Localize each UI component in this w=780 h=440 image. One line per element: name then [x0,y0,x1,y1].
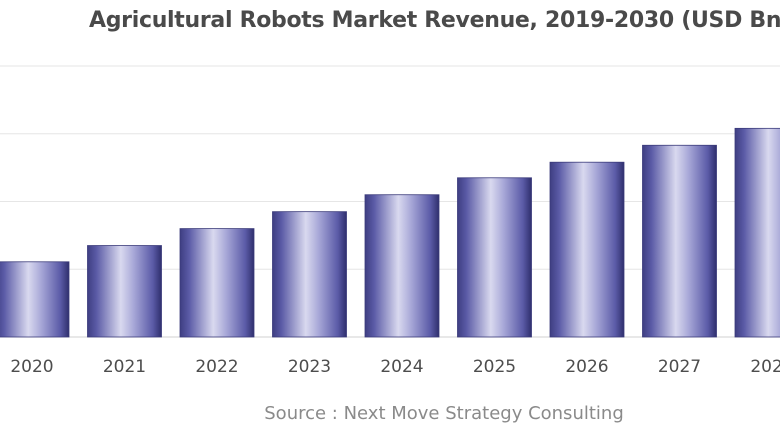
x-tick-2028: 2028 [750,357,780,377]
x-tick-2026: 2026 [565,357,608,377]
bar-2021 [87,245,162,338]
bar-2026 [549,161,625,338]
bar-2022 [179,228,255,338]
x-tick-2021: 2021 [103,357,146,377]
x-tick-2022: 2022 [195,357,238,377]
x-tick-2024: 2024 [380,357,423,377]
source-note: Source : Next Move Strategy Consulting [264,403,624,424]
bar-2027 [642,144,717,338]
x-tick-labels: 2020 2021 2022 2023 2024 2025 2026 2027 2028 [10,357,780,377]
x-tick-2025: 2025 [473,357,516,377]
x-tick-2023: 2023 [288,357,331,377]
bar-2023 [272,211,347,338]
x-tick-2027: 2027 [658,357,701,377]
bar-2025 [457,177,532,338]
bar-2028 [734,127,780,338]
bars [0,127,780,338]
x-tick-2020: 2020 [10,357,53,377]
chart-title: Agricultural Robots Market Revenue, 2019… [88,8,780,33]
bar-2020 [0,261,70,338]
bar-2024 [364,194,440,338]
